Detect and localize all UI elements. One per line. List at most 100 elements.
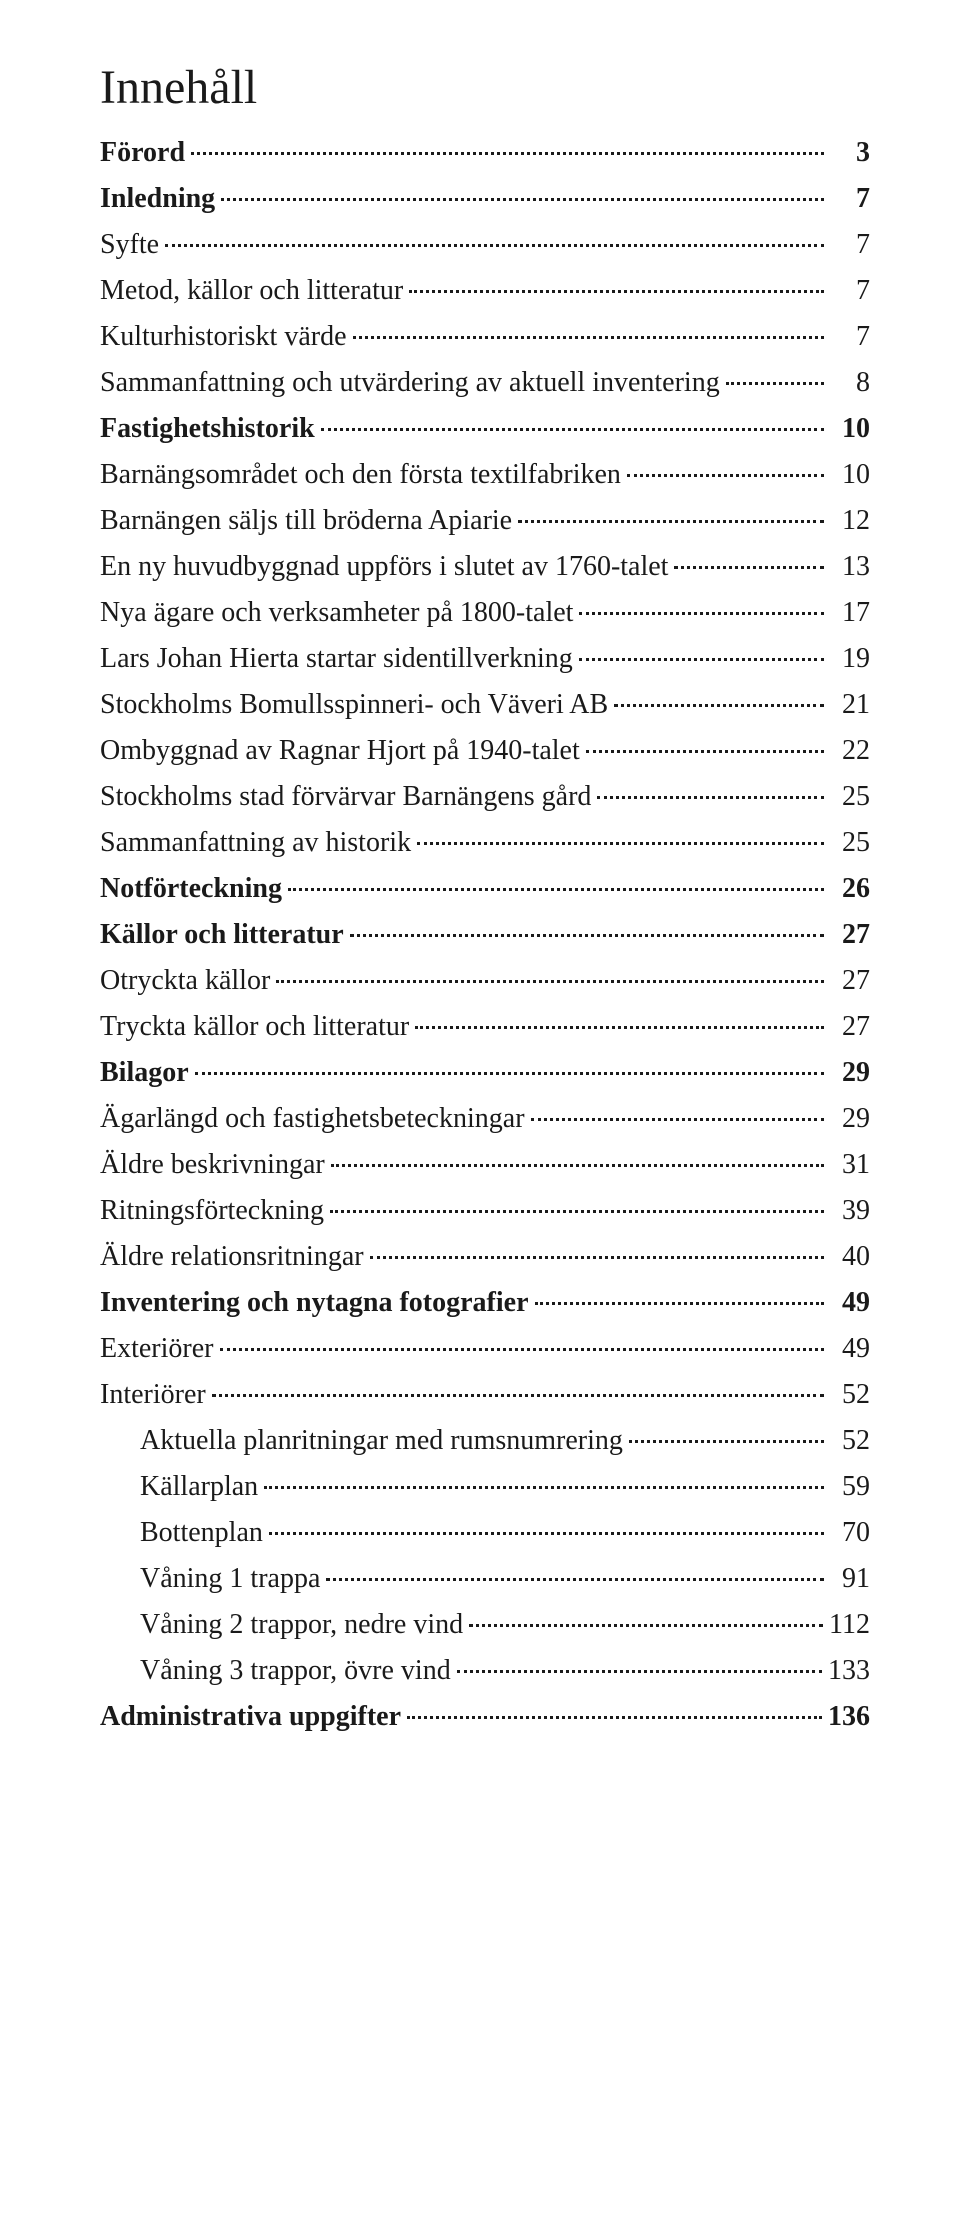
toc-dots (276, 980, 824, 983)
toc-entry-label: Barnängen säljs till bröderna Apiarie (100, 507, 512, 535)
toc-entry-label: Sammanfattning av historik (100, 829, 411, 857)
toc-entry-label: Lars Johan Hierta startar sidentillverkn… (100, 645, 573, 673)
toc-entry-label: Våning 3 trappor, övre vind (140, 1657, 451, 1685)
toc-entry-page: 27 (830, 1013, 870, 1041)
toc-entry-label: Bottenplan (140, 1519, 263, 1547)
toc-entry: Inventering och nytagna fotografier49 (100, 1289, 870, 1317)
toc-entry-label: Bilagor (100, 1059, 189, 1087)
toc-entry: Ägarlängd och fastighetsbeteckningar 29 (100, 1105, 870, 1133)
toc-entry-page: 10 (830, 461, 870, 489)
toc-entry: Nya ägare och verksamheter på 1800-talet… (100, 599, 870, 627)
toc-entry-label: Exteriörer (100, 1335, 214, 1363)
toc-entry-label: Metod, källor och litteratur (100, 277, 403, 305)
toc-entry-label: En ny huvudbyggnad uppförs i slutet av 1… (100, 553, 668, 581)
toc-entry-page: 25 (830, 783, 870, 811)
toc-entry-page: 29 (830, 1105, 870, 1133)
toc-entry-label: Notförteckning (100, 875, 282, 903)
toc-dots (579, 612, 824, 615)
toc-dots (407, 1716, 822, 1719)
toc-entry: Sammanfattning och utvärdering av aktuel… (100, 369, 870, 397)
toc-entry-label: Administrativa uppgifter (100, 1703, 401, 1731)
toc-entry-label: Ägarlängd och fastighetsbeteckningar (100, 1105, 525, 1133)
toc-entry-page: 133 (828, 1657, 870, 1685)
toc-dots (269, 1532, 824, 1535)
toc-entry-page: 59 (830, 1473, 870, 1501)
toc-dots (531, 1118, 824, 1121)
toc-entry: Barnängen säljs till bröderna Apiarie12 (100, 507, 870, 535)
toc-dots (409, 290, 824, 293)
toc-entry-page: 52 (830, 1427, 870, 1455)
toc-entry-page: 136 (828, 1703, 870, 1731)
toc-entry: Källarplan59 (100, 1473, 870, 1501)
toc-entry-page: 7 (830, 185, 870, 213)
toc-entry: Tryckta källor och litteratur 27 (100, 1013, 870, 1041)
toc-dots (726, 382, 824, 385)
toc-entry-page: 40 (830, 1243, 870, 1271)
toc-dots (353, 336, 824, 339)
toc-dots (220, 1348, 825, 1351)
toc-entry-label: Interiörer (100, 1381, 206, 1409)
toc-dots (518, 520, 824, 523)
toc-entry: Bilagor29 (100, 1059, 870, 1087)
toc-entry-label: Inledning (100, 185, 215, 213)
toc-dots (629, 1440, 824, 1443)
toc-dots (415, 1026, 824, 1029)
toc-entry-page: 8 (830, 369, 870, 397)
toc-dots (469, 1624, 823, 1627)
toc-entry: En ny huvudbyggnad uppförs i slutet av 1… (100, 553, 870, 581)
toc-dots (221, 198, 824, 201)
toc-entry-page: 27 (830, 921, 870, 949)
toc-entry-page: 10 (830, 415, 870, 443)
toc-dots (326, 1578, 824, 1581)
toc-entry-page: 21 (830, 691, 870, 719)
toc-dots (597, 796, 824, 799)
toc-entry-label: Inventering och nytagna fotografier (100, 1289, 529, 1317)
toc-entry: Fastighetshistorik 10 (100, 415, 870, 443)
toc-dots (627, 474, 824, 477)
toc-entry-label: Förord (100, 139, 185, 167)
toc-dots (586, 750, 824, 753)
toc-dots (417, 842, 824, 845)
toc-entry: Notförteckning 26 (100, 875, 870, 903)
toc-entry-page: 7 (830, 231, 870, 259)
toc-entry: Våning 2 trappor, nedre vind 112 (100, 1611, 870, 1639)
toc-entry-label: Våning 1 trappa (140, 1565, 320, 1593)
toc-entry-label: Äldre beskrivningar (100, 1151, 325, 1179)
toc-entry-page: 91 (830, 1565, 870, 1593)
toc-entry-page: 22 (830, 737, 870, 765)
toc-entry: Källor och litteratur 27 (100, 921, 870, 949)
toc-entry-label: Otryckta källor (100, 967, 270, 995)
toc-entry: Lars Johan Hierta startar sidentillverkn… (100, 645, 870, 673)
toc-entry-label: Nya ägare och verksamheter på 1800-talet (100, 599, 573, 627)
toc-entry-page: 26 (830, 875, 870, 903)
toc-entry-page: 19 (830, 645, 870, 673)
toc-dots (331, 1164, 824, 1167)
toc-dots (614, 704, 824, 707)
toc-dots (191, 152, 824, 155)
toc-entry-label: Källor och litteratur (100, 921, 344, 949)
toc-dots (165, 244, 824, 247)
toc-entry-label: Fastighetshistorik (100, 415, 315, 443)
toc-dots (457, 1670, 822, 1673)
toc-entry: Bottenplan70 (100, 1519, 870, 1547)
toc-list: Förord3Inledning7Syfte7Metod, källor och… (100, 139, 870, 1731)
toc-entry-label: Tryckta källor och litteratur (100, 1013, 409, 1041)
toc-entry-label: Våning 2 trappor, nedre vind (140, 1611, 463, 1639)
toc-entry: Våning 1 trappa 91 (100, 1565, 870, 1593)
toc-entry-label: Kulturhistoriskt värde (100, 323, 347, 351)
toc-entry: Barnängsområdet och den första textilfab… (100, 461, 870, 489)
toc-entry: Otryckta källor27 (100, 967, 870, 995)
toc-entry-label: Sammanfattning och utvärdering av aktuel… (100, 369, 720, 397)
toc-dots (330, 1210, 824, 1213)
toc-entry-label: Stockholms stad förvärvar Barnängens går… (100, 783, 591, 811)
toc-entry-page: 25 (830, 829, 870, 857)
toc-entry-page: 7 (830, 277, 870, 305)
toc-entry-page: 112 (829, 1611, 870, 1639)
toc-entry: Syfte7 (100, 231, 870, 259)
toc-entry-page: 39 (830, 1197, 870, 1225)
toc-entry-page: 7 (830, 323, 870, 351)
toc-entry: Förord3 (100, 139, 870, 167)
toc-entry: Kulturhistoriskt värde 7 (100, 323, 870, 351)
toc-entry: Stockholms stad förvärvar Barnängens går… (100, 783, 870, 811)
toc-entry: Ombyggnad av Ragnar Hjort på 1940-talet2… (100, 737, 870, 765)
